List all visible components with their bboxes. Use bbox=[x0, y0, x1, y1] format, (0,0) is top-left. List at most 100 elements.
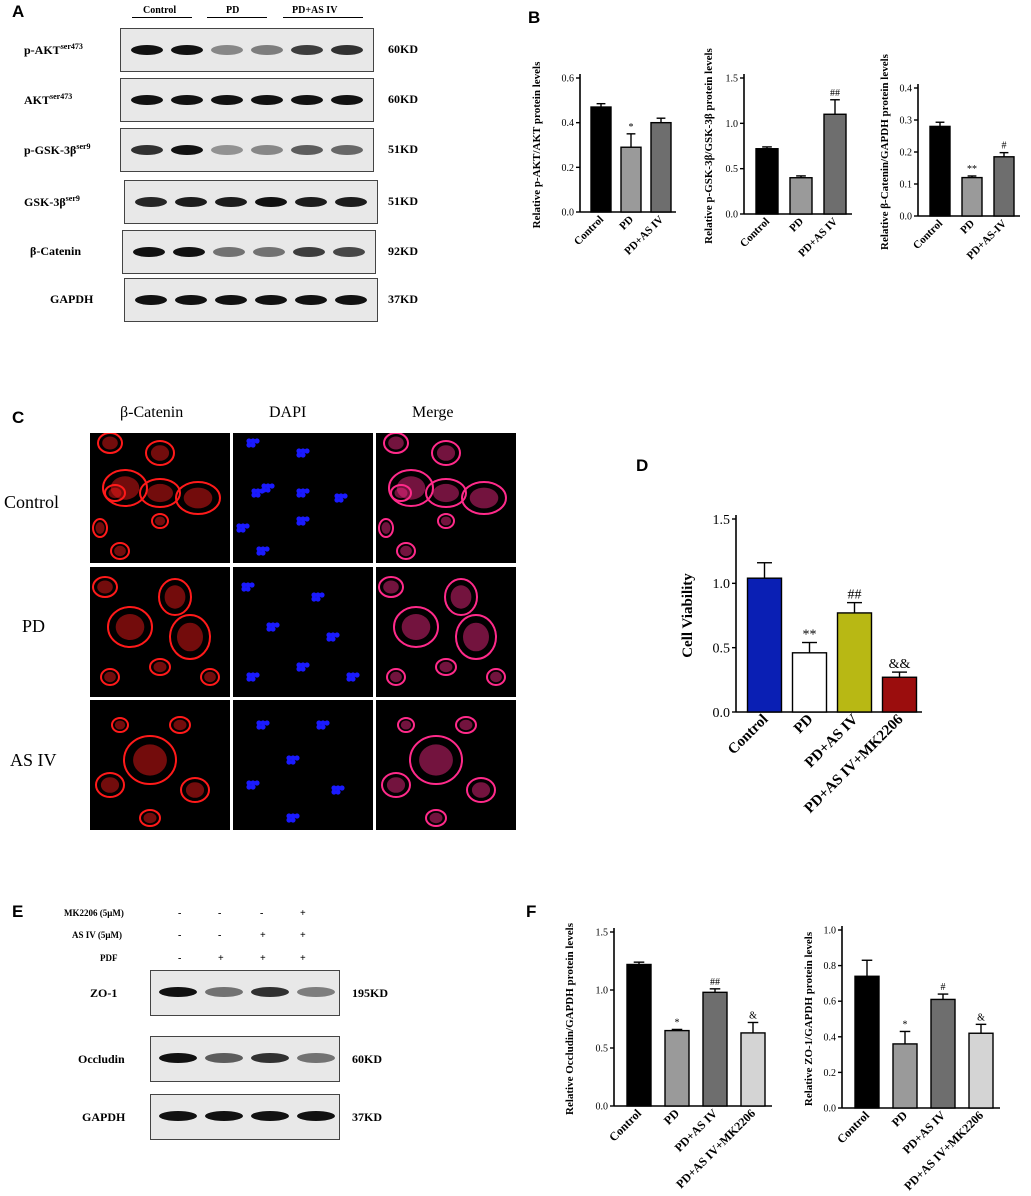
micro-image bbox=[376, 433, 516, 563]
blot-row-label: p-AKTser473 bbox=[24, 42, 83, 57]
cell-outline bbox=[158, 578, 192, 616]
category-label: PD bbox=[958, 218, 977, 237]
blot-band bbox=[255, 295, 287, 305]
dapi-nucleus bbox=[311, 592, 317, 598]
micro-image bbox=[233, 433, 373, 563]
dapi-nucleus bbox=[256, 724, 262, 730]
dapi-nucleus bbox=[296, 492, 302, 498]
blot-band bbox=[251, 1053, 289, 1063]
treatment-mark: + bbox=[300, 908, 306, 919]
blot-band bbox=[159, 1053, 197, 1063]
dapi-nucleus bbox=[316, 720, 322, 726]
cell-fill bbox=[95, 522, 105, 534]
micro-image-svg bbox=[246, 720, 345, 823]
bar bbox=[929, 125, 951, 217]
treatment-mark: - bbox=[218, 908, 222, 919]
blot-kd-label: 51KD bbox=[388, 194, 418, 208]
cell-fill bbox=[115, 614, 145, 640]
significance-mark: * bbox=[675, 1017, 680, 1028]
panel-letter-a: A bbox=[12, 2, 25, 21]
category-label: PD bbox=[791, 711, 817, 737]
cell-fill bbox=[143, 812, 157, 824]
y-tick-label: 0.8 bbox=[824, 961, 837, 972]
dapi-nucleus bbox=[324, 720, 330, 726]
bar bbox=[650, 121, 672, 213]
blot-band bbox=[297, 1053, 335, 1063]
significance-mark: # bbox=[1002, 141, 1007, 152]
blot-kd-label: 60KD bbox=[388, 42, 418, 56]
cell-outline bbox=[390, 484, 412, 502]
micro-image-svg bbox=[92, 576, 220, 686]
blot-band bbox=[291, 145, 323, 155]
blot-band bbox=[295, 295, 327, 305]
blot-kd-label: 195KD bbox=[352, 986, 388, 1000]
category-label: Control bbox=[725, 712, 771, 758]
blot-band bbox=[251, 95, 283, 105]
treatment-mark: + bbox=[260, 930, 266, 941]
cell-fill bbox=[154, 516, 166, 526]
y-axis-label: Relative Occludin/GAPDH protein levels bbox=[564, 922, 576, 1115]
bar bbox=[626, 963, 652, 1107]
cell-fill bbox=[114, 720, 126, 730]
cell-fill bbox=[183, 487, 213, 509]
blot-row-label: GAPDH bbox=[50, 292, 94, 306]
group-line-control bbox=[132, 17, 192, 18]
dapi-nucleus bbox=[246, 672, 252, 678]
blot-band bbox=[215, 295, 247, 305]
blot-band bbox=[205, 1053, 243, 1063]
dapi-nucleus bbox=[300, 492, 306, 498]
cell-fill bbox=[429, 812, 443, 824]
dapi-nucleus bbox=[246, 438, 252, 444]
cell-outline bbox=[139, 809, 161, 827]
cell-fill bbox=[204, 671, 216, 683]
cell-outline bbox=[111, 717, 129, 733]
dapi-nucleus bbox=[304, 488, 310, 494]
significance-mark: ## bbox=[848, 588, 862, 603]
dapi-nucleus bbox=[260, 720, 266, 726]
blot-band bbox=[335, 295, 367, 305]
cell-outline bbox=[97, 433, 123, 454]
cell-fill bbox=[390, 671, 402, 683]
treatment-mark: - bbox=[178, 930, 182, 941]
micro-row-as-iv: AS IV bbox=[10, 750, 57, 770]
dapi-nucleus bbox=[334, 497, 340, 503]
dapi-nucleus bbox=[254, 672, 260, 678]
cell-outline bbox=[92, 576, 118, 598]
bar bbox=[968, 1032, 994, 1109]
cell-outline bbox=[396, 542, 416, 560]
panel-letter-d: D bbox=[636, 456, 649, 475]
micro-row-pd: PD bbox=[22, 616, 46, 636]
significance-mark: && bbox=[889, 657, 911, 672]
dapi-nucleus bbox=[246, 784, 252, 790]
blot-band bbox=[255, 197, 287, 207]
cell-fill bbox=[114, 545, 126, 557]
dapi-nucleus bbox=[304, 448, 310, 454]
dapi-nucleus bbox=[264, 720, 270, 726]
micro-image-svg bbox=[378, 433, 507, 560]
blot-row-label: β-Catenin bbox=[30, 244, 81, 258]
blot-kd-label: 60KD bbox=[388, 92, 418, 106]
blot-band bbox=[131, 45, 163, 55]
blot-band bbox=[131, 95, 163, 105]
y-tick-label: 0.4 bbox=[824, 1032, 837, 1043]
dapi-nucleus bbox=[250, 676, 256, 682]
cell-outline bbox=[455, 716, 477, 734]
y-tick-label: 0.0 bbox=[596, 1102, 609, 1113]
cell-outline bbox=[431, 440, 461, 466]
blot-band bbox=[251, 987, 289, 997]
dapi-nucleus bbox=[236, 523, 242, 529]
y-tick-label: 0.4 bbox=[562, 118, 575, 129]
blot-band bbox=[173, 247, 205, 257]
cell-fill bbox=[102, 436, 118, 450]
cell-fill bbox=[401, 614, 431, 640]
y-tick-label: 0.0 bbox=[562, 208, 575, 219]
dapi-nucleus bbox=[250, 780, 256, 786]
cell-outline bbox=[486, 668, 506, 686]
cell-fill bbox=[386, 777, 406, 793]
dapi-nucleus bbox=[250, 672, 256, 678]
dapi-nucleus bbox=[256, 720, 262, 726]
dapi-nucleus bbox=[260, 546, 266, 552]
micro-image bbox=[90, 567, 230, 697]
significance-mark: ## bbox=[710, 977, 720, 988]
